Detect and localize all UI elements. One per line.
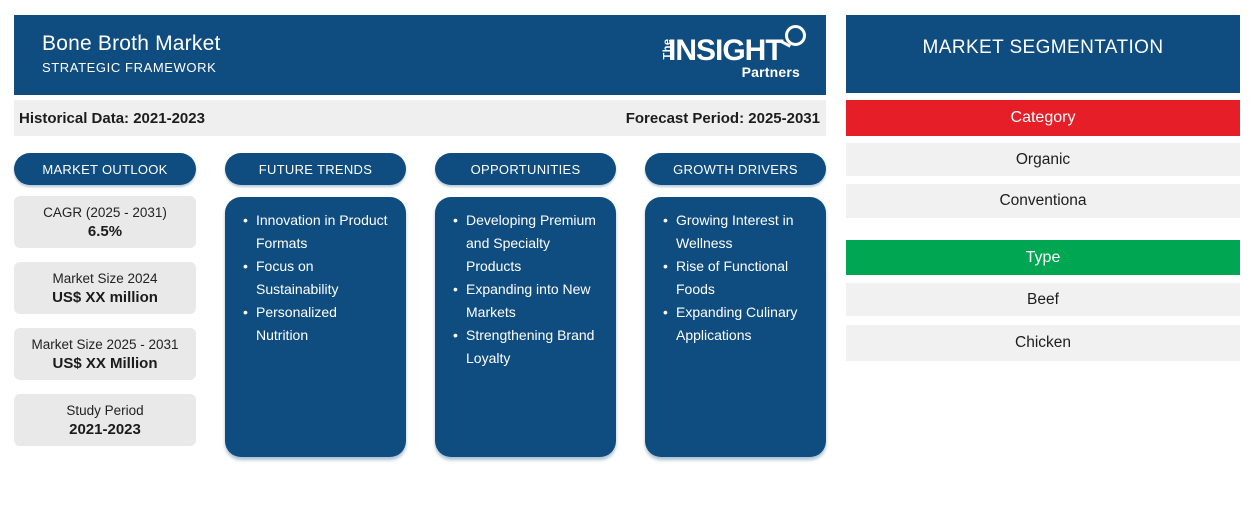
page-subtitle: STRATEGIC FRAMEWORK bbox=[42, 60, 217, 75]
market-segmentation-header: MARKET SEGMENTATION bbox=[846, 15, 1240, 93]
list-item: Expanding into New Markets bbox=[453, 278, 602, 324]
list-item: Strengthening Brand Loyalty bbox=[453, 324, 602, 370]
list-item: Rise of Functional Foods bbox=[663, 255, 812, 301]
segment-type-bar: Type bbox=[846, 240, 1240, 275]
logo-partners-text: Partners bbox=[741, 64, 800, 80]
header-text: Bone Broth Market STRATEGIC FRAMEWORK bbox=[42, 32, 221, 75]
future-trends-box: Innovation in Product Formats Focus on S… bbox=[225, 197, 406, 457]
header-banner: Bone Broth Market STRATEGIC FRAMEWORK Th… bbox=[14, 15, 826, 95]
segment-item-organic: Organic bbox=[846, 143, 1240, 176]
market-outlook-pill: MARKET OUTLOOK bbox=[14, 153, 196, 185]
cagr-label: CAGR (2025 - 2031) bbox=[43, 204, 167, 220]
insight-partners-logo: The INSIGHT Partners bbox=[656, 25, 808, 85]
page-title: Bone Broth Market bbox=[42, 32, 221, 55]
opportunities-box: Developing Premium and Specialty Product… bbox=[435, 197, 616, 457]
growth-drivers-pill: GROWTH DRIVERS bbox=[645, 153, 826, 185]
logo-insight-text: INSIGHT bbox=[668, 34, 784, 67]
segment-item-chicken: Chicken bbox=[846, 325, 1240, 361]
market-size-2024-value: US$ XX million bbox=[52, 288, 158, 306]
market-size-forecast-value: US$ XX Million bbox=[52, 354, 158, 372]
study-period-card: Study Period 2021-2023 bbox=[14, 394, 196, 446]
opportunities-pill: OPPORTUNITIES bbox=[435, 153, 616, 185]
list-item: Expanding Culinary Applications bbox=[663, 301, 812, 347]
market-size-forecast-label: Market Size 2025 - 2031 bbox=[31, 336, 179, 352]
study-period-value: 2021-2023 bbox=[69, 420, 141, 438]
list-item: Innovation in Product Formats bbox=[243, 209, 392, 255]
market-size-2024-card: Market Size 2024 US$ XX million bbox=[14, 262, 196, 314]
segment-item-beef: Beef bbox=[846, 283, 1240, 316]
segment-item-conventional: Conventiona bbox=[846, 184, 1240, 218]
study-period-label: Study Period bbox=[66, 402, 144, 418]
cagr-card: CAGR (2025 - 2031) 6.5% bbox=[14, 196, 196, 248]
magnifier-icon bbox=[785, 25, 806, 46]
list-item: Personalized Nutrition bbox=[243, 301, 392, 347]
growth-drivers-box: Growing Interest in Wellness Rise of Fun… bbox=[645, 197, 826, 457]
forecast-period-label: Forecast Period: 2025-2031 bbox=[625, 109, 820, 127]
cagr-value: 6.5% bbox=[87, 222, 123, 240]
segment-category-bar: Category bbox=[846, 100, 1240, 136]
future-trends-pill: FUTURE TRENDS bbox=[225, 153, 406, 185]
historical-data-label: Historical Data: 2021-2023 bbox=[19, 109, 205, 127]
timeline-bar: Historical Data: 2021-2023 Forecast Peri… bbox=[14, 100, 826, 136]
list-item: Focus on Sustainability bbox=[243, 255, 392, 301]
market-size-2024-label: Market Size 2024 bbox=[52, 270, 158, 286]
list-item: Growing Interest in Wellness bbox=[663, 209, 812, 255]
market-size-forecast-card: Market Size 2025 - 2031 US$ XX Million bbox=[14, 328, 196, 380]
list-item: Developing Premium and Specialty Product… bbox=[453, 209, 602, 278]
